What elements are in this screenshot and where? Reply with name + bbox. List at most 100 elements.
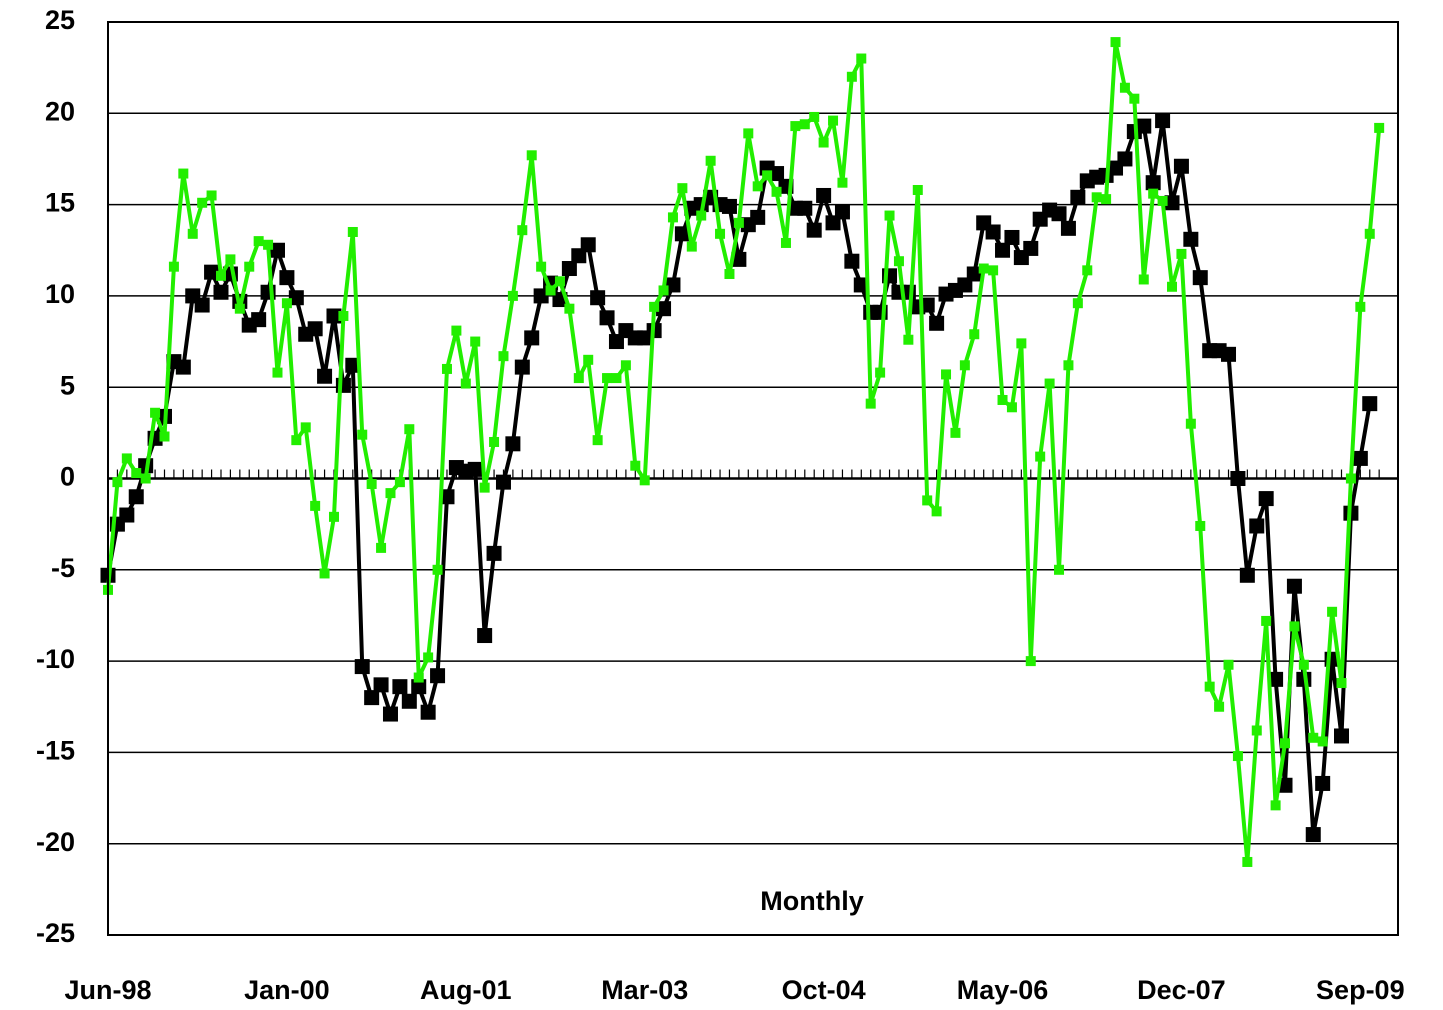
data-point [411, 679, 427, 695]
data-point [1173, 158, 1189, 174]
data-point [215, 270, 226, 281]
data-point [929, 315, 945, 331]
data-point [253, 236, 264, 247]
data-point [1364, 228, 1375, 239]
data-point [545, 285, 556, 296]
data-point [213, 284, 229, 300]
data-point [1025, 656, 1036, 667]
data-point [1016, 338, 1027, 349]
data-point [1101, 194, 1112, 205]
data-point [1204, 681, 1215, 692]
data-point [1277, 777, 1293, 793]
data-point [1258, 491, 1274, 507]
data-point [423, 652, 434, 663]
data-point [1063, 360, 1074, 371]
data-point [919, 297, 935, 313]
data-point [884, 210, 895, 221]
data-point [385, 488, 396, 499]
data-point [477, 628, 493, 644]
data-point [1251, 725, 1262, 736]
y-tick-label: 0 [60, 462, 75, 492]
data-point [206, 190, 217, 201]
data-point [140, 473, 151, 484]
data-point [592, 435, 603, 446]
data-point [865, 398, 876, 409]
x-tick-label: Oct-04 [782, 975, 866, 1005]
data-point [119, 507, 135, 523]
data-point [281, 298, 292, 309]
y-tick-label: -10 [36, 644, 75, 674]
data-point [1336, 678, 1347, 689]
data-point [762, 170, 773, 181]
data-point [514, 359, 530, 375]
data-point [533, 288, 549, 304]
data-point [1355, 301, 1366, 312]
data-point [1230, 471, 1246, 486]
x-tick-label: Jan-00 [244, 975, 330, 1005]
data-point [1070, 189, 1086, 205]
data-point [366, 478, 377, 489]
x-tick-label: Jun-98 [64, 975, 151, 1005]
data-point [420, 704, 436, 720]
data-point [1110, 37, 1121, 48]
data-point [328, 511, 339, 522]
data-point [486, 545, 502, 561]
data-point [291, 435, 302, 446]
data-point [187, 228, 198, 239]
data-point [797, 200, 813, 216]
y-tick-label: 15 [45, 188, 75, 218]
data-point [300, 422, 311, 433]
data-point [1239, 567, 1255, 583]
data-point [404, 424, 415, 435]
x-tick-label: Aug-01 [420, 975, 512, 1005]
data-point [451, 325, 462, 336]
data-point [997, 394, 1008, 405]
data-point [1223, 659, 1234, 670]
data-point [837, 177, 848, 188]
data-point [834, 204, 850, 220]
data-point [1082, 265, 1093, 276]
data-point [828, 115, 839, 126]
data-point [1334, 728, 1350, 744]
data-point [1192, 270, 1208, 286]
data-point [995, 242, 1011, 258]
data-point [985, 224, 1001, 240]
data-point [1072, 298, 1083, 309]
data-point [279, 270, 295, 286]
data-point [844, 253, 860, 269]
data-point [816, 187, 832, 203]
data-point [752, 181, 763, 192]
data-point [197, 197, 208, 208]
x-tick-label: Mar-03 [601, 975, 688, 1005]
data-point [893, 256, 904, 267]
data-point [345, 357, 361, 373]
data-point [204, 264, 220, 280]
data-point [1157, 195, 1168, 206]
data-point [376, 542, 387, 553]
data-point [347, 226, 358, 237]
data-point [590, 290, 606, 306]
data-point [912, 184, 923, 195]
data-point [715, 228, 726, 239]
data-point [1374, 122, 1385, 133]
data-point [1317, 736, 1328, 747]
data-point [1136, 118, 1152, 134]
data-point [1249, 518, 1265, 534]
y-tick-label: -20 [36, 827, 75, 857]
data-point [413, 672, 424, 683]
data-point [705, 155, 716, 166]
data-point [799, 119, 810, 130]
data-point [244, 261, 255, 272]
data-point [326, 308, 342, 324]
data-point [439, 489, 455, 505]
data-point [1345, 473, 1356, 484]
data-point [903, 334, 914, 345]
data-point [564, 303, 575, 314]
data-point [611, 373, 622, 384]
data-point [150, 407, 161, 418]
data-point [875, 367, 886, 378]
data-point [1129, 93, 1140, 104]
data-point [1268, 671, 1284, 687]
data-point [1298, 659, 1309, 670]
